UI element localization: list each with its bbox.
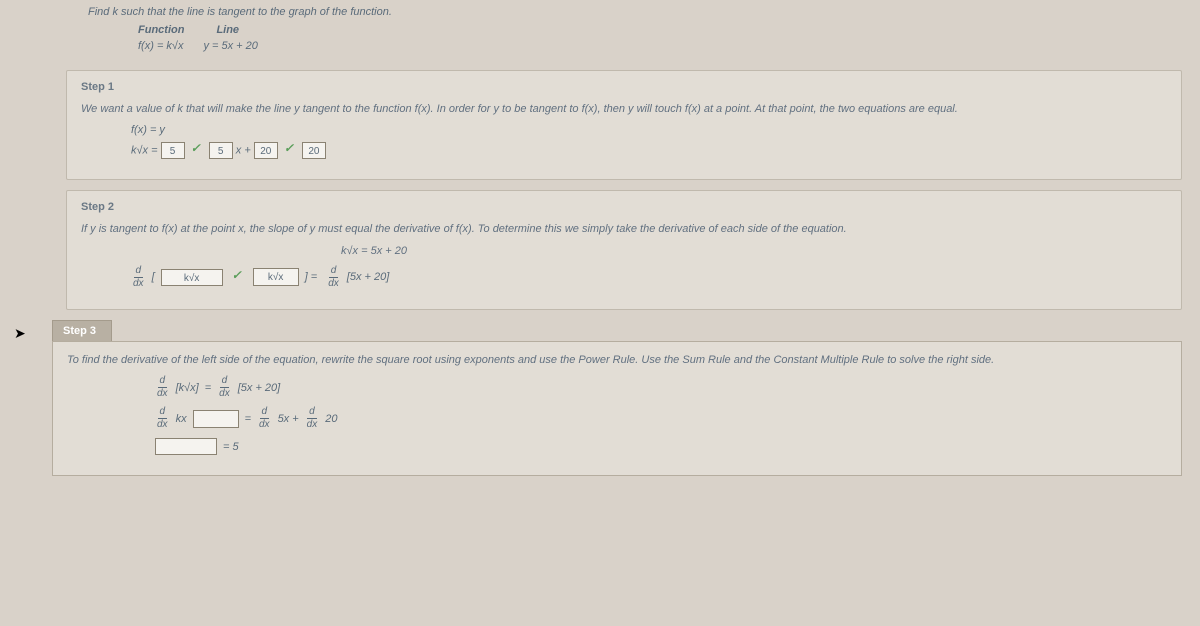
step-2-box: Step 2 If y is tangent to f(x) at the po… [66,190,1182,310]
function-expr: f(x) = k√x [138,40,183,52]
step2-answer-1[interactable]: k√x [161,269,223,286]
line-expr: y = 5x + 20 [203,40,257,52]
ddx-left: ddx [133,266,144,289]
step2-text: If y is tangent to f(x) at the point x, … [81,221,1167,238]
step1-eq1: f(x) = y [131,124,1167,136]
problem-instruction: Find k such that the line is tangent to … [88,6,1200,18]
step2-derivative-eq: ddx [ k√x k√x ] = ddx [5x + 20] [131,266,1167,289]
ddx-icon: ddx [219,376,230,399]
step3-title: Step 3 [52,320,112,341]
header-function: Function [138,24,184,36]
step1-answer-4[interactable]: 20 [302,142,326,159]
step1-answer-1[interactable]: 5 [161,142,185,159]
step1-title: Step 1 [81,81,1167,93]
step3-row2: ddx kx = ddx 5x + ddx 20 [155,407,1167,430]
problem-statement: Find k such that the line is tangent to … [88,6,1200,52]
ddx-icon: ddx [259,407,270,430]
step1-eq2: k√x = 5 5 x + 20 20 [131,142,1167,159]
ddx-icon: ddx [307,407,318,430]
step2-topline: k√x = 5x + 20 [341,243,1167,260]
step2-answer-2[interactable]: k√x [253,268,299,286]
header-line: Line [216,24,239,36]
ddx-icon: ddx [157,407,168,430]
step-1-box: Step 1 We want a value of k that will ma… [66,70,1182,180]
check-icon [190,143,204,157]
ddx-icon: ddx [157,376,168,399]
cursor-icon: ➤ [14,325,26,342]
step1-text: We want a value of k that will make the … [81,101,1167,118]
ddx-right: ddx [328,266,339,289]
check-icon [231,270,245,284]
step3-exponent-input[interactable] [193,410,239,428]
step1-answer-2[interactable]: 5 [209,142,233,159]
step3-text: To find the derivative of the left side … [67,352,1167,369]
step-3-box: To find the derivative of the left side … [52,341,1182,477]
step1-answer-3[interactable]: 20 [254,142,278,159]
step3-row1: ddx [k√x] = ddx [5x + 20] [155,376,1167,399]
check-icon [283,143,297,157]
step3-lhs-input[interactable] [155,438,217,455]
step3-row3: = 5 [155,438,1167,455]
step2-title: Step 2 [81,201,1167,213]
